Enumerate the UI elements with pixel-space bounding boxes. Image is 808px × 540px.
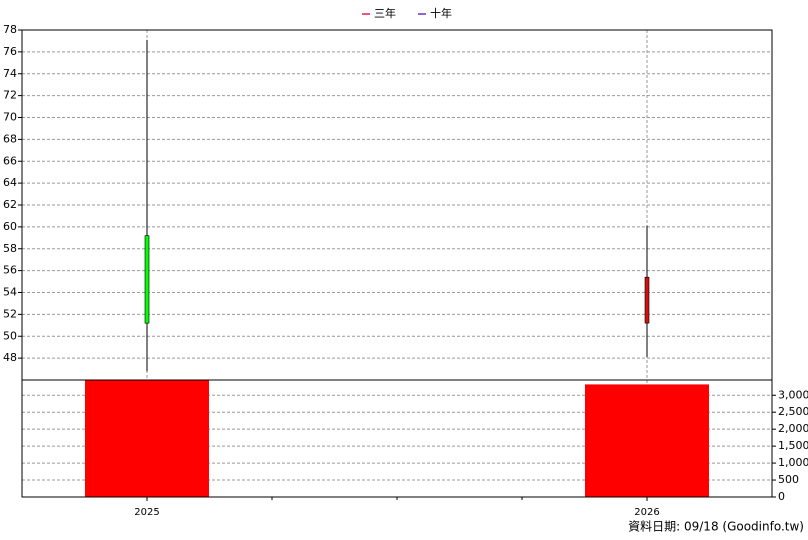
y-tick-label: 68 [3,132,17,145]
y-tick-label: 48 [3,351,17,364]
y-tick-label: 66 [3,154,17,167]
x-tick-label: 2026 [634,507,659,518]
y-tick-label: 2,500 [778,405,808,418]
y-tick-label: 52 [3,307,17,320]
y-tick-label: 54 [3,286,17,299]
volume-bar [85,380,209,497]
legend-label: 十年 [430,6,452,20]
y-tick-label: 62 [3,198,17,211]
volume-bar [585,384,709,497]
y-tick-label: 74 [3,67,17,80]
legend-label: 三年 [374,6,396,20]
y-tick-label: 78 [3,23,17,36]
y-tick-label: 3,000 [778,388,808,401]
y-tick-label: 500 [778,473,799,486]
y-tick-label: 56 [3,264,17,277]
y-tick-label: 0 [778,490,785,503]
x-tick-label: 2025 [134,507,159,518]
y-tick-label: 1,500 [778,439,808,452]
y-tick-label: 50 [3,329,17,342]
y-tick-label: 72 [3,89,17,102]
y-tick-label: 64 [3,176,17,189]
y-tick-label: 1,000 [778,456,808,469]
candle-body [144,235,150,324]
y-tick-label: 58 [3,242,17,255]
y-tick-label: 2,000 [778,422,808,435]
footnote: 資料日期: 09/18 (Goodinfo.tw) [628,520,804,534]
y-tick-label: 70 [3,111,17,124]
y-tick-label: 60 [3,220,17,233]
candle-body [644,276,650,324]
y-tick-label: 76 [3,45,17,58]
